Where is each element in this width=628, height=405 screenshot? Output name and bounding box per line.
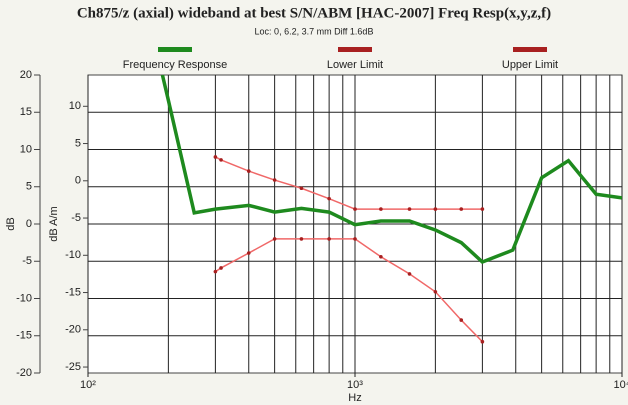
legend-label: Lower Limit (327, 59, 383, 71)
point (299, 237, 304, 241)
y2-tick-label: -25 (65, 361, 81, 373)
y2-tick-label: -5 (71, 212, 81, 224)
point (353, 207, 357, 211)
x-tick-label: 10² (80, 379, 96, 391)
legend-label: Frequency Response (123, 59, 228, 71)
point (433, 289, 438, 294)
y2-tick-label: 10 (69, 100, 81, 112)
legend-swatch (513, 47, 547, 52)
point (219, 266, 223, 270)
point (272, 178, 277, 182)
x-tick-label: 10³ (347, 379, 363, 391)
point (379, 207, 383, 211)
point (459, 207, 464, 211)
point (480, 207, 485, 211)
point (213, 269, 218, 274)
point (407, 207, 412, 211)
series-line (214, 238, 483, 343)
point (459, 318, 464, 322)
point (213, 155, 218, 159)
legend-swatch (158, 47, 192, 52)
chart-title: Ch875/z (axial) wideband at best S/N/ABM… (77, 5, 551, 21)
y-tick-label: 20 (20, 69, 32, 81)
point (433, 207, 438, 211)
point (327, 237, 331, 241)
x-tick-label: 10⁴ (614, 379, 628, 391)
y2-tick-label: -20 (65, 324, 81, 336)
point (299, 186, 304, 191)
legend-swatch (338, 47, 372, 52)
point (219, 158, 223, 162)
y-tick-label: 0 (26, 218, 32, 230)
y-tick-label: 5 (26, 181, 32, 193)
y-tick-label: 10 (20, 143, 32, 155)
y-tick-label: -5 (22, 255, 32, 267)
point (379, 254, 383, 259)
y-tick-label: -15 (16, 330, 32, 342)
y2-axis-label: dB A/m (48, 206, 60, 241)
y2-tick-label: -10 (65, 249, 81, 261)
chart-subtitle: Loc: 0, 6.2, 3.7 mm Diff 1.6dB (255, 26, 374, 36)
point (246, 169, 251, 173)
y2-tick-label: 5 (75, 137, 81, 149)
point (353, 237, 357, 241)
series-line (160, 75, 622, 265)
point (272, 237, 277, 241)
y2-tick-label: 0 (75, 175, 81, 187)
series-line (215, 156, 483, 210)
point (480, 339, 485, 344)
y-tick-label: -20 (16, 367, 32, 379)
y-axis-label: dB (5, 217, 17, 230)
point (246, 251, 251, 255)
legend-label: Upper Limit (502, 59, 558, 71)
point (327, 196, 331, 201)
y2-tick-label: -15 (65, 286, 81, 298)
point (407, 272, 412, 276)
y-tick-label: -10 (16, 292, 32, 304)
y-tick-label: 15 (20, 106, 32, 118)
x-axis-label: Hz (348, 392, 361, 404)
